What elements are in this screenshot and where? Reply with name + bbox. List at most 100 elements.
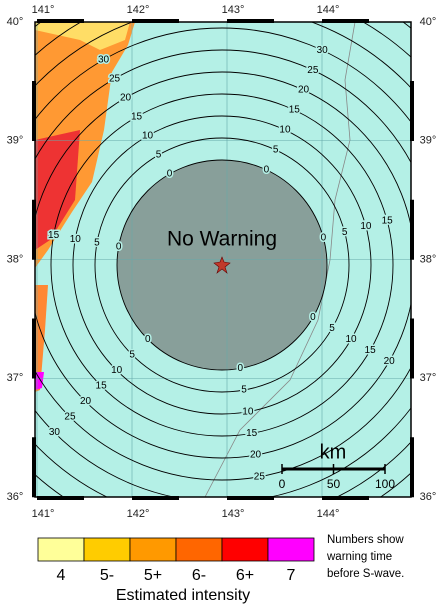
legend-label: 6+ [236,567,254,584]
contour-label: 0 [310,312,316,323]
contour-label: 20 [298,85,310,96]
frame-tick [322,496,369,500]
lon-label: 142° [127,4,150,16]
contour-label: 15 [131,112,143,123]
contour-label: 25 [109,73,121,84]
scale-label: 100 [375,477,395,491]
boundary [204,22,356,497]
lon-label: 142° [127,508,150,520]
frame-tick [132,496,179,500]
center-label: No Warning [167,228,277,251]
contour-label: 20 [250,450,262,461]
lon-label: 141° [32,4,55,16]
contour-label: 0 [237,363,243,374]
frame-tick [32,199,36,260]
lat-label: 37° [420,372,437,384]
contour-label: 5 [94,238,100,249]
contour [35,49,411,481]
contour-label: 0 [116,241,122,252]
contour-label: 0 [264,164,270,175]
contour-label: 15 [365,345,377,356]
frame-tick [37,19,84,23]
lon-label: 143° [222,508,245,520]
frame-tick [410,81,414,141]
contour-label: 30 [317,45,329,56]
scale-unit: km [320,441,347,463]
contour-label: 15 [96,381,108,392]
contour-label: 20 [80,396,92,407]
contour-label: 30 [49,427,61,438]
frame-tick [227,496,274,500]
legend: 4 5- 5+ 6- 6+ 7 Estimated intensity Numbers sho… [37,534,404,604]
legend-label: 5- [100,567,114,584]
contour-label: 0 [167,169,173,180]
legend-label: 7 [287,567,296,584]
contour-label: 10 [111,365,123,376]
frame-tick [410,318,414,379]
contour-label: 5 [156,150,162,161]
lat-label: 37° [7,372,24,384]
contour [35,27,411,497]
contour-label: 15 [289,105,301,116]
land-high [35,130,80,250]
frame-tick [32,81,36,141]
contour-label: 10 [70,234,82,245]
land-low [35,22,130,50]
contour-label: 5 [342,227,348,238]
legend-swatch [129,537,177,562]
contour-label: 0 [321,232,327,243]
legend-swatch [267,537,315,562]
frame-tick [37,496,84,500]
legend-note: warning time [326,551,392,563]
epicenter [213,256,231,274]
lon-label: 141° [32,508,55,520]
contour-label: 25 [307,65,319,76]
contour-label: 25 [64,412,76,423]
lat-label: 40° [7,16,24,28]
legend-label: 6- [192,567,206,584]
lat-label: 39° [420,135,437,147]
scale-label: 0 [279,477,286,491]
lat-label: 38° [420,253,437,265]
lon-label: 144° [317,4,340,16]
frame-tick [322,19,369,23]
contour-label: 15 [246,428,258,439]
legend-swatch [175,537,223,562]
contour-label: 20 [384,356,396,367]
lat-label: 38° [7,253,24,265]
contour-label: 5 [329,323,335,334]
legend-title: Estimated intensity [116,587,250,604]
legend-label: 5+ [144,567,162,584]
contour [116,159,328,371]
contour-label: 5 [273,145,279,156]
contour-label: 15 [48,230,60,241]
contour-label: 0 [145,334,151,345]
frame-tick [32,437,36,498]
contour-label: 10 [279,125,291,136]
contour-label: 10 [142,131,154,142]
contour [35,71,411,459]
frame-tick [410,437,414,498]
lon-label: 143° [222,4,245,16]
contour-label: 25 [254,471,266,482]
legend-label: 4 [57,567,66,584]
frame-tick [32,318,36,379]
legend-note: Numbers show [327,534,404,546]
legend-note: before S-wave. [327,568,404,580]
contour-label: 30 [98,54,110,65]
legend-swatch [83,537,131,562]
legend-swatch [221,537,269,562]
contour-label: 5 [129,349,135,360]
frame-tick [410,199,414,260]
contour-label: 5 [241,385,247,396]
contour-label: 10 [360,221,372,232]
lon-label: 144° [317,508,340,520]
lat-label: 36° [420,491,437,503]
contour-label: 15 [382,215,394,226]
contour [50,93,394,437]
contour [72,115,372,415]
land-south [35,285,48,392]
contour-label: 20 [120,92,132,103]
contour [94,137,350,393]
